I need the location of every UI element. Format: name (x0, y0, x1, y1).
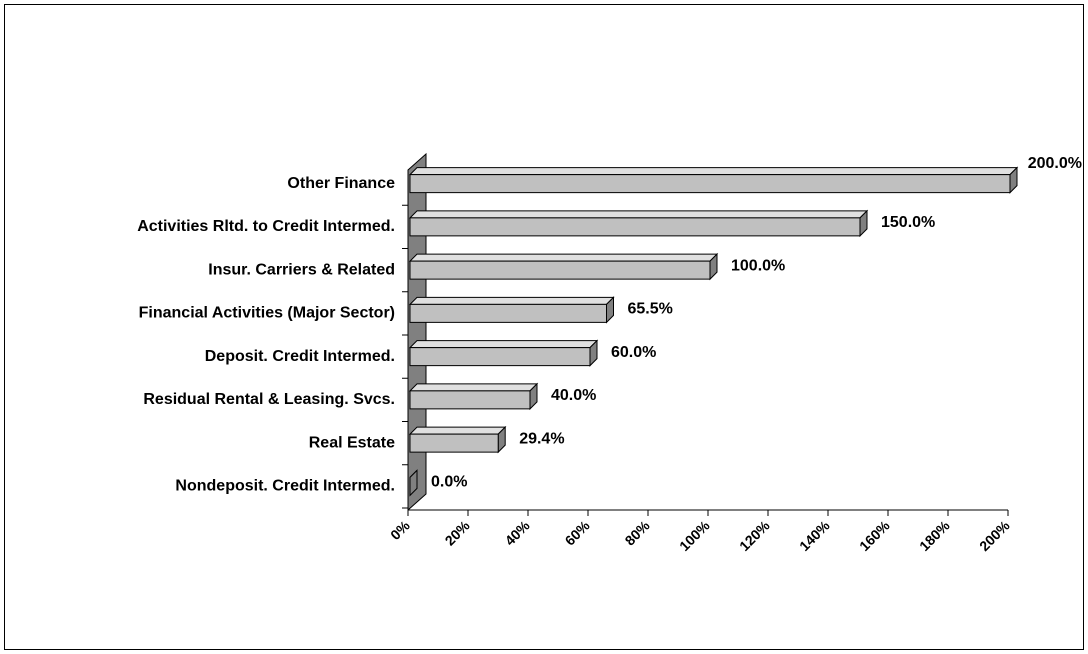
value-label: 40.0% (551, 387, 596, 404)
bar-top (408, 296, 615, 305)
value-label: 150.0% (881, 214, 935, 231)
bar (408, 425, 507, 454)
value-label: 100.0% (731, 257, 785, 274)
bar-top (408, 340, 599, 349)
value-label: 65.5% (628, 301, 673, 318)
value-label: 200.0% (1028, 155, 1082, 172)
bar (408, 252, 719, 281)
bar (408, 166, 1019, 194)
bar-front (409, 260, 711, 280)
bar-front (409, 390, 531, 410)
bar (408, 209, 869, 238)
y-tick-label: Real Estate (309, 434, 395, 451)
bar (409, 469, 418, 497)
chart-border (4, 4, 1084, 650)
bar (408, 339, 599, 367)
bar-side (409, 469, 418, 497)
bar-front (409, 217, 861, 237)
y-tick-label: Insur. Carriers & Related (208, 261, 395, 278)
value-label: 29.4% (519, 430, 564, 447)
bar (408, 296, 615, 324)
value-label: 0.0% (431, 474, 467, 491)
bar-front (409, 347, 591, 367)
bar-top (408, 426, 507, 435)
bar-top (408, 253, 719, 262)
bar-top (408, 167, 1019, 176)
bar-top (408, 210, 869, 219)
bar (408, 382, 539, 411)
y-tick-label: Financial Activities (Major Sector) (139, 305, 395, 322)
bar-front (409, 303, 607, 323)
bar-front (409, 174, 1011, 194)
bar-top (408, 383, 539, 392)
y-tick-label: Other Finance (287, 175, 395, 192)
y-tick-label: Deposit. Credit Intermed. (205, 348, 395, 365)
y-tick-label: Nondeposit. Credit Intermed. (175, 478, 395, 495)
axis-wall (407, 152, 427, 512)
value-label: 60.0% (611, 344, 656, 361)
y-tick-label: Activities Rltd. to Credit Intermed. (137, 218, 395, 235)
bar-front (409, 433, 499, 453)
y-tick-label: Residual Rental & Leasing. Svcs. (143, 391, 395, 408)
